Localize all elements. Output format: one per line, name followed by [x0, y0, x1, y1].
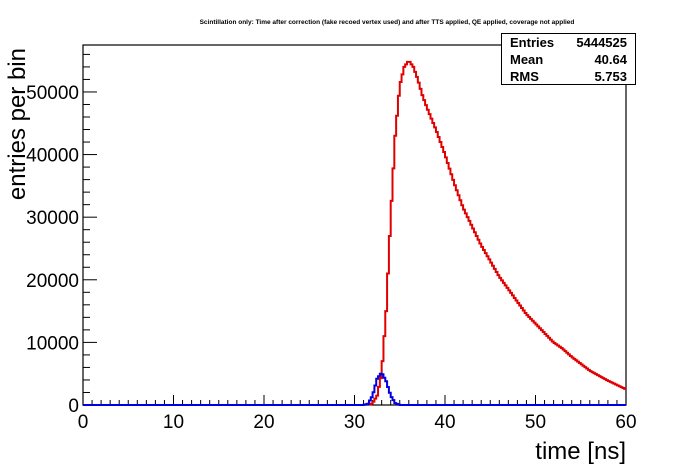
x-tick-label: 10: [163, 412, 184, 433]
x-tick-label: 0: [78, 412, 89, 433]
y-tick-label: 50000: [26, 83, 79, 104]
stats-mean-value: 40.64: [594, 52, 627, 67]
y-tick-label: 0: [68, 396, 79, 417]
y-tick-label: 10000: [26, 333, 79, 354]
series-line-0: [368, 60, 626, 406]
x-tick-label: 40: [434, 412, 455, 433]
stats-entries-value: 5444525: [576, 35, 627, 50]
axes: 0 10 20 30 40 50 60 0 10000 20000 30000 40000 50000: [26, 53, 637, 433]
stats-entries-row: Entries 5444525: [510, 35, 627, 51]
stats-entries-label: Entries: [510, 35, 555, 50]
x-axis-label: time [ns]: [535, 438, 626, 465]
chart-title: Scintillation only: Time after correctio…: [200, 19, 575, 26]
x-tick-label: 50: [525, 412, 546, 433]
stats-rms-label: RMS: [510, 69, 539, 84]
y-tick-label: 40000: [26, 146, 79, 167]
stats-rms-value: 5.753: [594, 69, 627, 84]
series-layer: [83, 60, 626, 406]
y-axis-label: entries per bin: [4, 48, 31, 200]
stats-mean-row: Mean 40.64: [510, 52, 627, 68]
x-tick-label: 20: [253, 412, 274, 433]
plot-frame: [82, 44, 627, 406]
series-line-1: [83, 372, 626, 406]
x-tick-label: 30: [344, 412, 365, 433]
y-tick-label: 20000: [26, 271, 79, 292]
stats-mean-label: Mean: [510, 52, 544, 67]
stats-rms-row: RMS 5.753: [510, 69, 627, 85]
x-tick-label: 60: [615, 412, 636, 433]
stats-box: Entries 5444525 Mean 40.64 RMS 5.753: [501, 33, 636, 85]
y-tick-label: 30000: [26, 208, 79, 229]
